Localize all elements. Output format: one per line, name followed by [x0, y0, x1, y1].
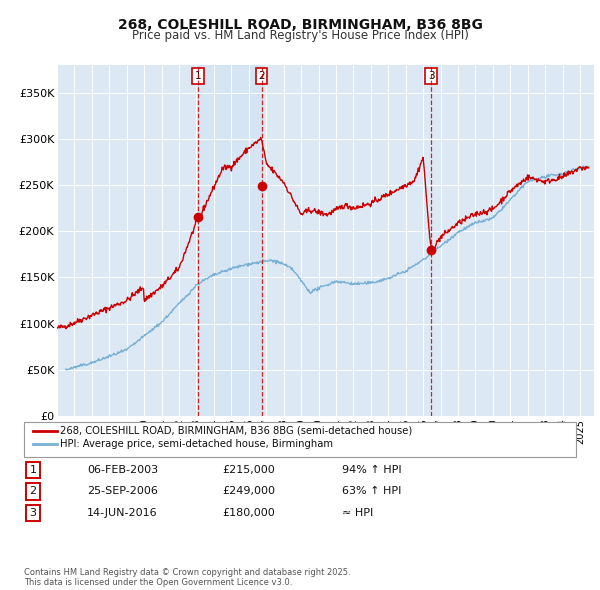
Text: £249,000: £249,000: [222, 487, 275, 496]
Text: 94% ↑ HPI: 94% ↑ HPI: [342, 466, 401, 475]
Text: £215,000: £215,000: [222, 466, 275, 475]
Text: 268, COLESHILL ROAD, BIRMINGHAM, B36 8BG (semi-detached house): 268, COLESHILL ROAD, BIRMINGHAM, B36 8BG…: [60, 426, 412, 435]
Text: £180,000: £180,000: [222, 508, 275, 517]
Text: 3: 3: [428, 71, 434, 81]
Text: 63% ↑ HPI: 63% ↑ HPI: [342, 487, 401, 496]
Text: Contains HM Land Registry data © Crown copyright and database right 2025.
This d: Contains HM Land Registry data © Crown c…: [24, 568, 350, 587]
Text: 06-FEB-2003: 06-FEB-2003: [87, 466, 158, 475]
Text: 2: 2: [29, 487, 37, 496]
Bar: [198, 65, 262, 416]
Text: 14-JUN-2016: 14-JUN-2016: [87, 508, 158, 517]
Text: 2: 2: [258, 71, 265, 81]
Text: 1: 1: [29, 466, 37, 475]
Text: ≈ HPI: ≈ HPI: [342, 508, 373, 517]
Text: HPI: Average price, semi-detached house, Birmingham: HPI: Average price, semi-detached house,…: [60, 439, 333, 448]
Text: Price paid vs. HM Land Registry's House Price Index (HPI): Price paid vs. HM Land Registry's House …: [131, 30, 469, 42]
Text: 3: 3: [29, 508, 37, 517]
Text: 268, COLESHILL ROAD, BIRMINGHAM, B36 8BG: 268, COLESHILL ROAD, BIRMINGHAM, B36 8BG: [118, 18, 482, 32]
Text: 25-SEP-2006: 25-SEP-2006: [87, 487, 158, 496]
Text: 1: 1: [195, 71, 202, 81]
